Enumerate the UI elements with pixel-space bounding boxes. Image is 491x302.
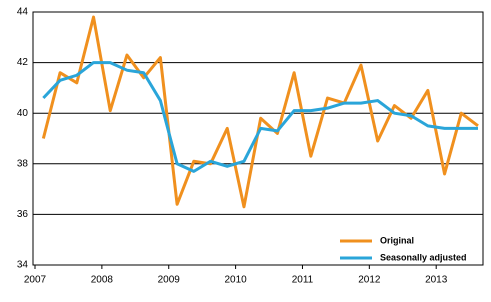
x-tick-label: 2008 — [91, 275, 114, 286]
x-tick-label: 2009 — [158, 275, 181, 286]
y-tick-label: 40 — [17, 108, 29, 119]
y-tick-label: 34 — [17, 260, 29, 271]
y-tick-label: 42 — [17, 57, 29, 68]
x-tick-label: 2013 — [425, 275, 448, 286]
series-line — [42, 61, 478, 173]
series-line — [41, 15, 479, 209]
x-tick-label: 2010 — [224, 275, 247, 286]
y-tick-label: 36 — [17, 209, 29, 220]
x-tick-label: 2007 — [24, 275, 47, 286]
legend-label: Seasonally adjusted — [380, 252, 467, 262]
x-tick-label: 2011 — [292, 275, 314, 286]
legend-label: Original — [380, 235, 414, 245]
y-tick-label: 38 — [17, 158, 29, 169]
y-tick-label: 44 — [17, 7, 29, 18]
x-tick-label: 2012 — [358, 275, 381, 286]
plot-frame — [32, 11, 484, 266]
